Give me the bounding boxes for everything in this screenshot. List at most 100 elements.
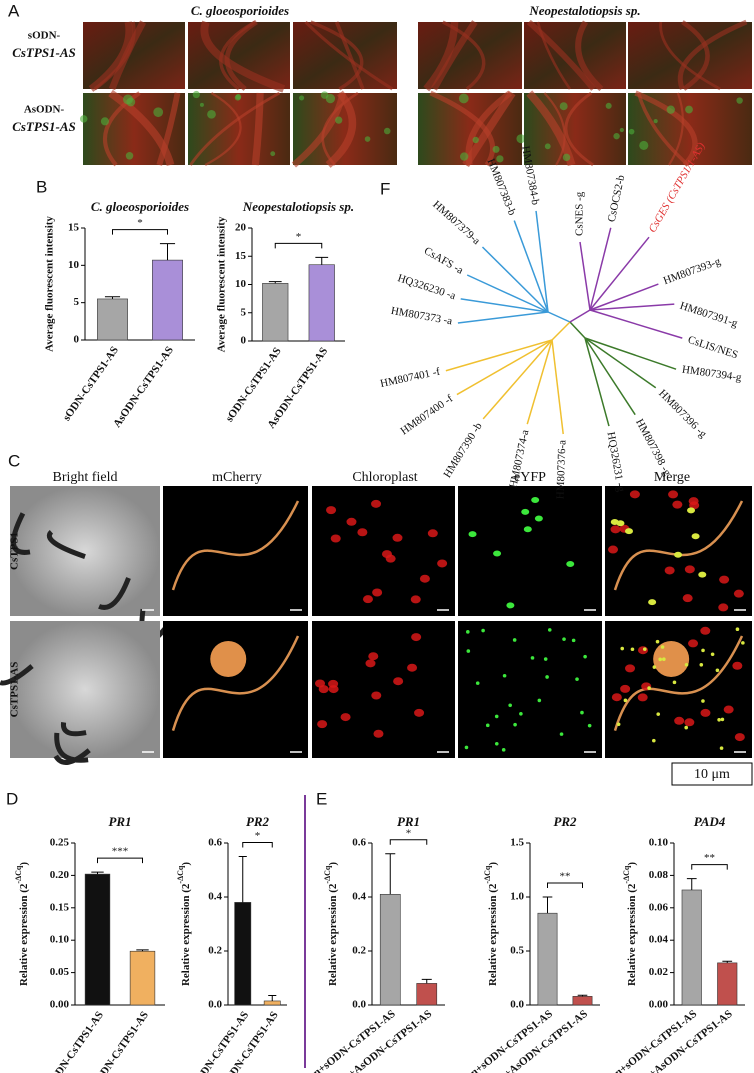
eyfp-signal — [623, 698, 628, 703]
eyfp-signal — [493, 550, 502, 557]
micrograph-spot — [192, 90, 200, 99]
micrograph-spot — [605, 102, 612, 109]
y-tick-label: 15 — [235, 250, 247, 262]
x-tick-label: sODN-CsTPS1-AS — [46, 1009, 106, 1073]
tree-branch — [466, 274, 549, 313]
column-title: Chloroplast — [352, 470, 417, 485]
micrograph-vein — [334, 21, 365, 90]
chloroplast — [414, 708, 425, 717]
chart-title: PR1 — [397, 814, 420, 829]
eyfp-signal — [506, 602, 515, 609]
cell-outline — [613, 635, 744, 731]
eyfp-signal — [587, 723, 592, 728]
eyfp-signal — [620, 646, 625, 651]
y-axis-label: Average fluorescent intensity — [44, 216, 56, 352]
y-tick-label: 0 — [74, 334, 80, 346]
chloroplast — [419, 574, 430, 583]
micrograph-vein — [677, 19, 748, 90]
micrograph-vein — [189, 91, 281, 166]
column-title: Merge — [654, 470, 690, 485]
tree-branch — [535, 210, 549, 313]
y-tick-label: 20 — [235, 222, 247, 234]
chloroplast — [330, 534, 341, 543]
y-tick-label: 0.20 — [50, 869, 70, 881]
chloroplast — [373, 729, 384, 738]
eyfp-signal — [530, 656, 535, 660]
chloroplast — [611, 693, 622, 702]
eyfp-signal — [672, 680, 677, 685]
bar — [681, 889, 702, 1006]
y-tick-label: 1.0 — [510, 891, 524, 903]
tree-branch — [457, 311, 549, 324]
significance-label: * — [296, 231, 302, 243]
significance-label: ** — [560, 871, 571, 883]
micrograph-spot — [299, 95, 305, 101]
tree-leaf-label: HQ326230 -a — [396, 272, 457, 302]
micrograph — [10, 621, 160, 758]
bar — [379, 893, 401, 1006]
micrograph — [312, 486, 455, 616]
eyfp-signal — [494, 714, 499, 719]
eyfp-signal — [566, 561, 575, 568]
x-tick-label: AsODN-CsTPS1-AS — [111, 344, 176, 429]
y-tick-label: 0.6 — [208, 837, 222, 849]
chloroplast — [392, 533, 403, 542]
chloroplast — [410, 595, 421, 604]
panel-label: D — [6, 789, 18, 808]
eyfp-signal — [684, 662, 689, 667]
micrograph-spot — [516, 134, 526, 144]
x-tick-label: Infection+sODN-CsTPS1-AS — [283, 1008, 398, 1073]
eyfp-signal — [466, 630, 470, 634]
eyfp-signal — [531, 496, 540, 503]
micrograph-spot — [472, 136, 479, 144]
bar — [572, 996, 593, 1006]
significance-label: * — [137, 217, 143, 229]
chloroplast — [372, 588, 383, 597]
micrograph-spot — [562, 153, 571, 162]
chart-title: PR2 — [246, 814, 270, 829]
cell-wall — [10, 512, 31, 555]
eyfp-signal — [701, 699, 705, 703]
y-axis-label-part: ) — [626, 862, 638, 866]
eyfp-signal — [502, 673, 507, 678]
row-label: CsTPS1 — [9, 532, 21, 570]
y-axis-label-part: Relative expression (2 — [327, 883, 339, 986]
micrograph-spot — [383, 127, 391, 135]
micrograph — [163, 621, 308, 758]
y-axis-label-part: Relative expression (2 — [626, 883, 638, 986]
micrograph-spot — [335, 116, 343, 124]
eyfp-signal — [513, 722, 517, 727]
y-axis-label-part: ) — [487, 862, 499, 866]
chart-title: PR1 — [108, 814, 131, 829]
chloroplast — [672, 500, 683, 509]
eyfp-signal — [494, 741, 499, 746]
significance-bracket — [242, 842, 273, 848]
micrograph-vein — [108, 89, 175, 167]
y-tick-label: 0.06 — [649, 901, 669, 913]
micrograph-vein — [156, 92, 181, 166]
micrograph-vein — [108, 20, 147, 91]
tree-leaf-label: CsNES -g — [574, 191, 586, 236]
micrograph-vein — [304, 20, 394, 91]
chloroplast — [317, 720, 328, 729]
eyfp-signal — [501, 748, 506, 752]
chloroplast — [732, 661, 743, 670]
y-tick-label: 0.02 — [649, 966, 669, 978]
eyfp-signal — [642, 647, 647, 651]
error-bar — [159, 243, 176, 261]
chloroplast — [365, 659, 376, 668]
error-bar — [268, 281, 282, 284]
bar — [262, 283, 289, 342]
eyfp-signal — [475, 681, 480, 685]
error-bar — [385, 853, 396, 895]
micrograph-spot — [559, 102, 568, 111]
chart-title: PR2 — [553, 814, 577, 829]
chloroplast — [357, 528, 368, 537]
error-bar — [268, 995, 277, 1001]
chloroplast — [371, 691, 382, 700]
micrograph-spot — [496, 155, 504, 163]
eyfp-signal — [652, 665, 657, 669]
y-tick-label: 0.2 — [352, 945, 366, 957]
eyfp-signal — [658, 657, 662, 662]
